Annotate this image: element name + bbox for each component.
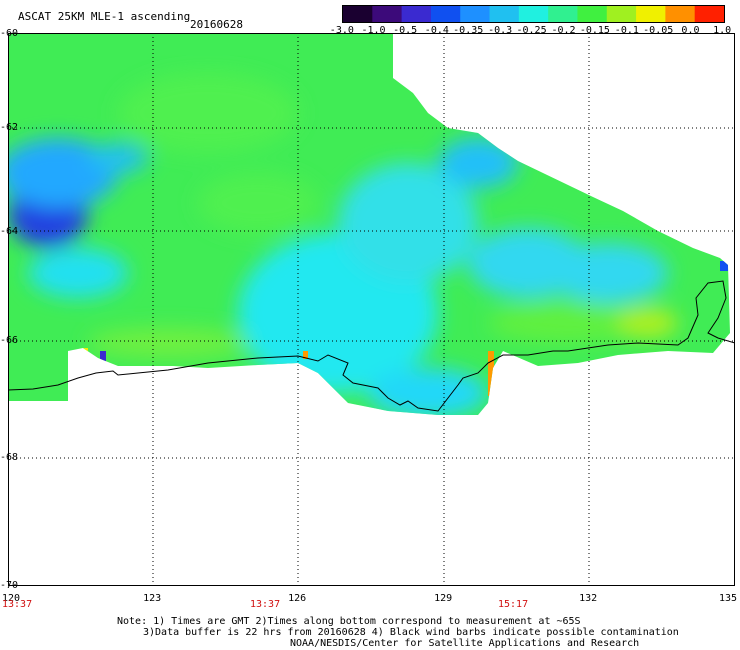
colorbar-tick-label: -0.4: [424, 25, 449, 36]
colorbar-tick-label: -1.0: [361, 25, 386, 36]
colorbar-tick-label: -0.25: [516, 25, 547, 36]
wind-swath: [8, 33, 730, 415]
colorbar-swatch: [665, 6, 696, 22]
lon-tick-label: 135: [719, 593, 738, 604]
colorbar-tick-label: -0.05: [643, 25, 674, 36]
colorbar-tick-label: 0.0: [681, 25, 700, 36]
lat-tick-label: -64: [0, 226, 19, 237]
colorbar-swatch: [401, 6, 432, 22]
lon-tick-label: 120: [2, 593, 21, 604]
time-label: 13:37: [2, 599, 33, 610]
colorbar-swatch: [372, 6, 403, 22]
colorbar-swatch: [430, 6, 461, 22]
colorbar-swatch: [343, 6, 373, 22]
colorbar-tick-label: -3.0: [329, 25, 354, 36]
time-label: 15:17: [498, 599, 529, 610]
colorbar: [342, 5, 725, 23]
map-plot: [8, 33, 735, 586]
product-date: 20160628: [190, 18, 243, 31]
colorbar-swatch: [636, 6, 666, 22]
graticule: [8, 33, 735, 586]
lat-tick-label: -68: [0, 452, 19, 463]
lon-tick-label: 129: [434, 593, 453, 604]
note-line-3: NOAA/NESDIS/Center for Satellite Applica…: [290, 638, 640, 649]
lat-tick-label: -62: [0, 122, 19, 133]
lon-tick-label: 126: [288, 593, 307, 604]
lon-tick-label: 123: [143, 593, 162, 604]
lat-tick-label: -60: [0, 28, 19, 39]
note-line-1: Note: 1) Times are GMT 2)Times along bot…: [117, 616, 581, 627]
lat-tick-label: -66: [0, 335, 19, 346]
colorbar-tick-label: -0.35: [453, 25, 484, 36]
colorbar-swatch: [577, 6, 608, 22]
map-canvas: [8, 33, 735, 586]
note-line-2: 3)Data buffer is 22 hrs from 20160628 4)…: [143, 627, 679, 638]
colorbar-tick-label: -0.3: [488, 25, 513, 36]
colorbar-swatch: [489, 6, 520, 22]
time-label: 13:37: [250, 599, 281, 610]
lat-tick-label: -70: [0, 580, 19, 591]
coastline: [8, 280, 735, 412]
colorbar-swatches: [343, 6, 724, 22]
colorbar-tick-label: -0.2: [551, 25, 576, 36]
colorbar-swatch: [548, 6, 578, 22]
colorbar-tick-label: 1.0: [713, 25, 732, 36]
colorbar-swatch: [606, 6, 637, 22]
colorbar-tick-label: -0.1: [614, 25, 639, 36]
colorbar-tick-label: -0.15: [579, 25, 610, 36]
colorbar-swatch: [694, 6, 724, 22]
colorbar-swatch: [518, 6, 549, 22]
colorbar-tick-label: -0.5: [393, 25, 418, 36]
product-title: ASCAT 25KM MLE-1 ascending: [18, 10, 191, 23]
lon-tick-label: 132: [579, 593, 598, 604]
colorbar-swatch: [460, 6, 491, 22]
